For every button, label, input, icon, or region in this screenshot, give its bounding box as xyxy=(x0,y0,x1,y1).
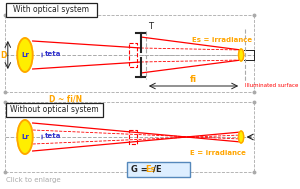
Text: G =: G = xyxy=(131,164,151,174)
FancyBboxPatch shape xyxy=(128,161,190,177)
Text: /E: /E xyxy=(153,164,161,174)
Text: D: D xyxy=(1,50,7,60)
Ellipse shape xyxy=(238,131,244,143)
Text: Illuminated surface: Illuminated surface xyxy=(245,83,299,88)
FancyBboxPatch shape xyxy=(6,102,103,116)
Text: Without optical system: Without optical system xyxy=(10,105,98,114)
Ellipse shape xyxy=(238,49,244,61)
Text: With optical system: With optical system xyxy=(13,5,89,14)
Text: D ~ fi/N: D ~ fi/N xyxy=(49,95,82,104)
Text: T: T xyxy=(148,22,153,31)
Text: Click to enlarge: Click to enlarge xyxy=(6,177,61,183)
Text: Es = irradiance: Es = irradiance xyxy=(192,37,252,43)
Text: fi: fi xyxy=(190,75,197,84)
Text: Lr: Lr xyxy=(21,134,29,140)
Text: Lr: Lr xyxy=(21,52,29,58)
Text: Es: Es xyxy=(145,164,155,174)
Text: teta: teta xyxy=(45,51,61,57)
FancyBboxPatch shape xyxy=(6,2,97,16)
Ellipse shape xyxy=(17,120,33,154)
Text: E = irradiance: E = irradiance xyxy=(190,150,245,156)
Text: teta: teta xyxy=(45,133,61,139)
Ellipse shape xyxy=(17,38,33,72)
